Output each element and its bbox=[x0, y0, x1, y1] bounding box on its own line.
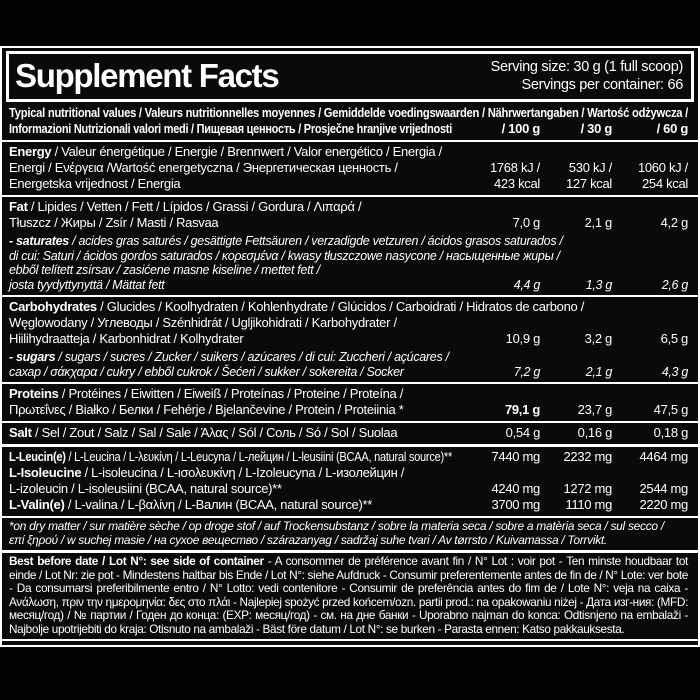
val-60g: 254 kcal bbox=[641, 176, 688, 191]
section-carbohydrates: Carbohydrates / Glucides / Koolhydraten … bbox=[2, 295, 698, 350]
val-30g: 0,16 g bbox=[577, 425, 613, 440]
best-before-text: Best before date / Lot N°: see side of c… bbox=[9, 554, 688, 636]
supplement-facts-panel: Supplement Facts Serving size: 30 g (1 f… bbox=[0, 46, 700, 647]
val-60g: 0,18 g bbox=[653, 425, 689, 440]
section-footnote: *on dry matter / sur matière sèche / op … bbox=[2, 516, 698, 550]
section-energy: Energy / Valeur énergétique / Energie / … bbox=[2, 140, 698, 195]
val-60g: 4,3 g bbox=[661, 364, 689, 379]
fat-row-1: Fat / Lipides / Vetten / Fett / Lípidos … bbox=[9, 199, 362, 214]
val-100g: 4,4 g bbox=[513, 277, 541, 292]
val-30g: 530 kJ / bbox=[568, 160, 612, 175]
val-60g: 1060 kJ / bbox=[637, 160, 688, 175]
val-30g: 2,1 g bbox=[585, 364, 613, 379]
isoleucine-row-2: L-izoleucin / L-isoleusiini (BCAA, natur… bbox=[9, 481, 689, 496]
footnote-row-1: *on dry matter / sur matière sèche / op … bbox=[9, 519, 664, 533]
val-30g: 2232 mg bbox=[563, 449, 613, 464]
section-salt: Salt / Sel / Zout / Salz / Sal / Sale / … bbox=[2, 421, 698, 444]
section-amino-acids: L-Leucin(e) / L-Leucina / L-λευκίνη / L-… bbox=[2, 444, 698, 516]
saturates-row-1: - saturates / acides gras saturés / gesä… bbox=[9, 234, 563, 248]
proteins-row-1: Proteins / Protéines / Eiwitten / Eiweiß… bbox=[9, 386, 404, 401]
serving-info: Serving size: 30 g (1 full scoop) Servin… bbox=[490, 58, 684, 94]
val-100g: 4240 mg bbox=[491, 481, 541, 496]
val-100g: 7440 mg bbox=[491, 449, 541, 464]
val-30g: 3,2 g bbox=[584, 331, 613, 346]
sugars-row-2: сахар / σάκχαρα / cukry / ebből cukrok /… bbox=[9, 364, 689, 379]
intro-row-2: Informazioni Nutrizionali valori medi / … bbox=[9, 121, 689, 136]
footnote-row-2: επί ξηρού / w suchej masie / на сухое ве… bbox=[9, 532, 607, 547]
val-60g: 4464 mg bbox=[639, 449, 689, 464]
sugars-row-1: - sugars / sugars / sucres / Zucker / su… bbox=[9, 350, 449, 364]
isoleucine-row-1: L-Isoleucine / L-isoleucina / L-ισολευκί… bbox=[9, 465, 405, 480]
energy-row-1: Energy / Valeur énergétique / Energie / … bbox=[9, 144, 442, 159]
val-30g: 23,7 g bbox=[577, 402, 613, 417]
val-100g: 0,54 g bbox=[505, 425, 541, 440]
carbs-row-2: Węglowodany / Углеводы / Szénhidrát / Ug… bbox=[9, 315, 397, 330]
val-100g: 3700 mg bbox=[491, 497, 541, 512]
val-30g: 127 kcal bbox=[565, 176, 612, 191]
col-header-30g: / 30 g bbox=[580, 121, 613, 136]
val-30g: 1,3 g bbox=[585, 277, 613, 292]
saturates-row-2: di cui: Saturi / ácidos gordos saturados… bbox=[9, 248, 560, 263]
energy-row-2: Energi / Ενέργεια /Wartość energetyczna … bbox=[9, 160, 688, 175]
val-100g: 79,1 g bbox=[504, 402, 540, 417]
proteins-row-2: Πρωτεΐνες / Białko / Белки / Fehérje / B… bbox=[9, 402, 689, 417]
carbs-row-1: Carbohydrates / Glucides / Koolhydraten … bbox=[9, 299, 585, 314]
val-60g: 2,6 g bbox=[661, 277, 689, 292]
val-100g: 10,9 g bbox=[505, 331, 541, 346]
col-header-60g: / 60 g bbox=[656, 121, 689, 136]
val-100g: 7,2 g bbox=[513, 364, 541, 379]
saturates-row-4: josta tyydyttynyttä / Mättat fett 4,4 g … bbox=[9, 277, 689, 292]
salt-row: Salt / Sel / Zout / Salz / Sal / Sale / … bbox=[9, 425, 689, 440]
servings-per-container: Servings per container: 66 bbox=[521, 76, 684, 93]
section-intro: Typical nutritional values / Valeurs nut… bbox=[2, 102, 698, 140]
val-60g: 47,5 g bbox=[653, 402, 689, 417]
fat-row-2: Tłuszcz / Жиры / Zsír / Masti / Rasvaa 7… bbox=[9, 215, 689, 230]
page-title: Supplement Facts bbox=[15, 57, 280, 94]
leucine-row: L-Leucin(e) / L-Leucina / L-λευκίνη / L-… bbox=[9, 449, 689, 464]
section-proteins: Proteins / Protéines / Eiwitten / Eiweiß… bbox=[2, 382, 698, 421]
val-30g: 1272 mg bbox=[563, 481, 613, 496]
valine-row: L-Valin(e) / L-valina / L-βαλίνη / L-Вал… bbox=[9, 497, 689, 512]
val-60g: 6,5 g bbox=[660, 331, 689, 346]
intro-row-1: Typical nutritional values / Valeurs nut… bbox=[9, 105, 688, 120]
carbs-row-3: Hiilihydraatteja / Karbonhidrat / Kolhyd… bbox=[9, 331, 689, 346]
val-60g: 2544 mg bbox=[639, 481, 689, 496]
val-100g: 7,0 g bbox=[512, 215, 541, 230]
val-100g: 423 kcal bbox=[493, 176, 540, 191]
val-100g: 1768 kJ / bbox=[489, 160, 540, 175]
serving-size: Serving size: 30 g (1 full scoop) bbox=[490, 58, 684, 75]
section-sugars: - sugars / sugars / sucres / Zucker / su… bbox=[2, 350, 698, 382]
val-60g: 2220 mg bbox=[639, 497, 689, 512]
val-30g: 2,1 g bbox=[584, 215, 613, 230]
val-30g: 1110 mg bbox=[565, 497, 612, 512]
val-60g: 4,2 g bbox=[660, 215, 689, 230]
energy-row-3: Energetska vrijednost / Energia 423 kcal… bbox=[9, 176, 688, 191]
title-box: Supplement Facts Serving size: 30 g (1 f… bbox=[6, 51, 694, 102]
section-saturates: - saturates / acides gras saturés / gesä… bbox=[2, 234, 698, 295]
saturates-row-3: ebből telített zsírsav / zasićene masne … bbox=[9, 263, 320, 277]
section-fat: Fat / Lipides / Vetten / Fett / Lípidos … bbox=[2, 195, 698, 234]
col-header-100g: / 100 g bbox=[501, 121, 541, 136]
section-best-before: Best before date / Lot N°: see side of c… bbox=[2, 550, 698, 641]
